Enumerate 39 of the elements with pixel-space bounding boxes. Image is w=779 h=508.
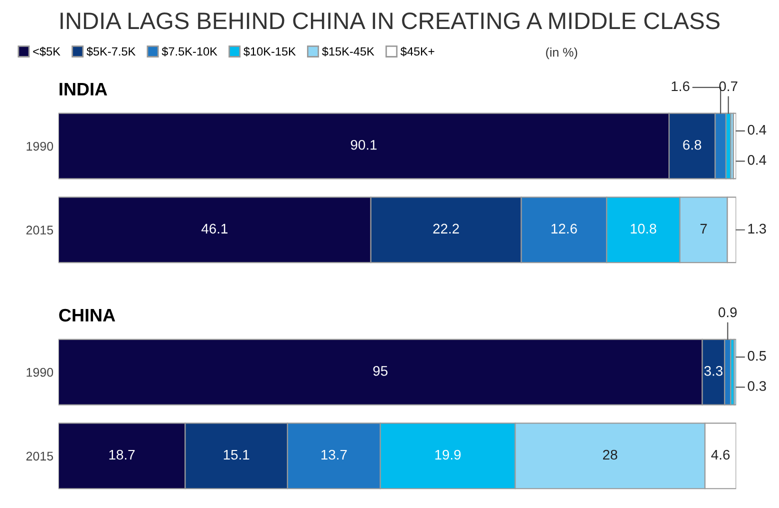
chart-subtitle: INDIA <box>60 82 108 96</box>
data-label: 90.1 <box>350 140 377 150</box>
data-label: 7 <box>700 224 707 234</box>
legend-label: $10K-15K <box>244 46 296 56</box>
legend-label: <$5K <box>33 46 60 56</box>
text: (in %) <box>546 48 578 60</box>
data-label: 10.8 <box>630 224 656 234</box>
data-label: 1.3 <box>748 224 766 234</box>
bar <box>732 112 736 180</box>
data-label: 0.9 <box>718 307 737 318</box>
legend-label: $7.5K-10K <box>162 46 218 56</box>
chart-title: CHINA <box>59 308 116 322</box>
data-label: 3.3 <box>704 366 722 376</box>
data-label: 1.6 <box>672 81 690 92</box>
legend-label: $5K-7.5K <box>86 46 136 56</box>
data-label: 19.9 <box>435 450 461 460</box>
data-label: 95 <box>373 366 388 376</box>
legend-label: $15K-45K <box>322 46 374 56</box>
data-label: 0.7 <box>719 81 738 92</box>
data-label: 4.6 <box>711 450 730 460</box>
data-label: 22.2 <box>433 224 459 234</box>
y-tick-label: 2015 <box>26 226 54 235</box>
data-label: 0.3 <box>748 381 766 391</box>
data-label: 12.6 <box>552 224 577 234</box>
chart-title: INDIA LAGS BEHIND CHINA IN CREATING A MIDDLE CLASS <box>60 12 720 30</box>
legend-label: $45K+ <box>400 46 434 56</box>
data-label: 0.4 <box>748 124 766 135</box>
data-label: 0.4 <box>748 155 766 165</box>
data-label: 13.7 <box>321 450 347 460</box>
y-tick-label: 2015 <box>26 452 54 461</box>
data-label: 46.1 <box>201 224 228 234</box>
data-label: 6.8 <box>683 140 702 150</box>
y-tick-label: 1990 <box>26 368 54 377</box>
data-label: 18.7 <box>109 450 135 460</box>
bar <box>734 338 736 406</box>
data-label: 15.1 <box>224 450 250 460</box>
data-label: 28 <box>603 450 618 460</box>
y-tick-label: 1990 <box>26 142 54 151</box>
data-label: 0.5 <box>748 350 766 361</box>
